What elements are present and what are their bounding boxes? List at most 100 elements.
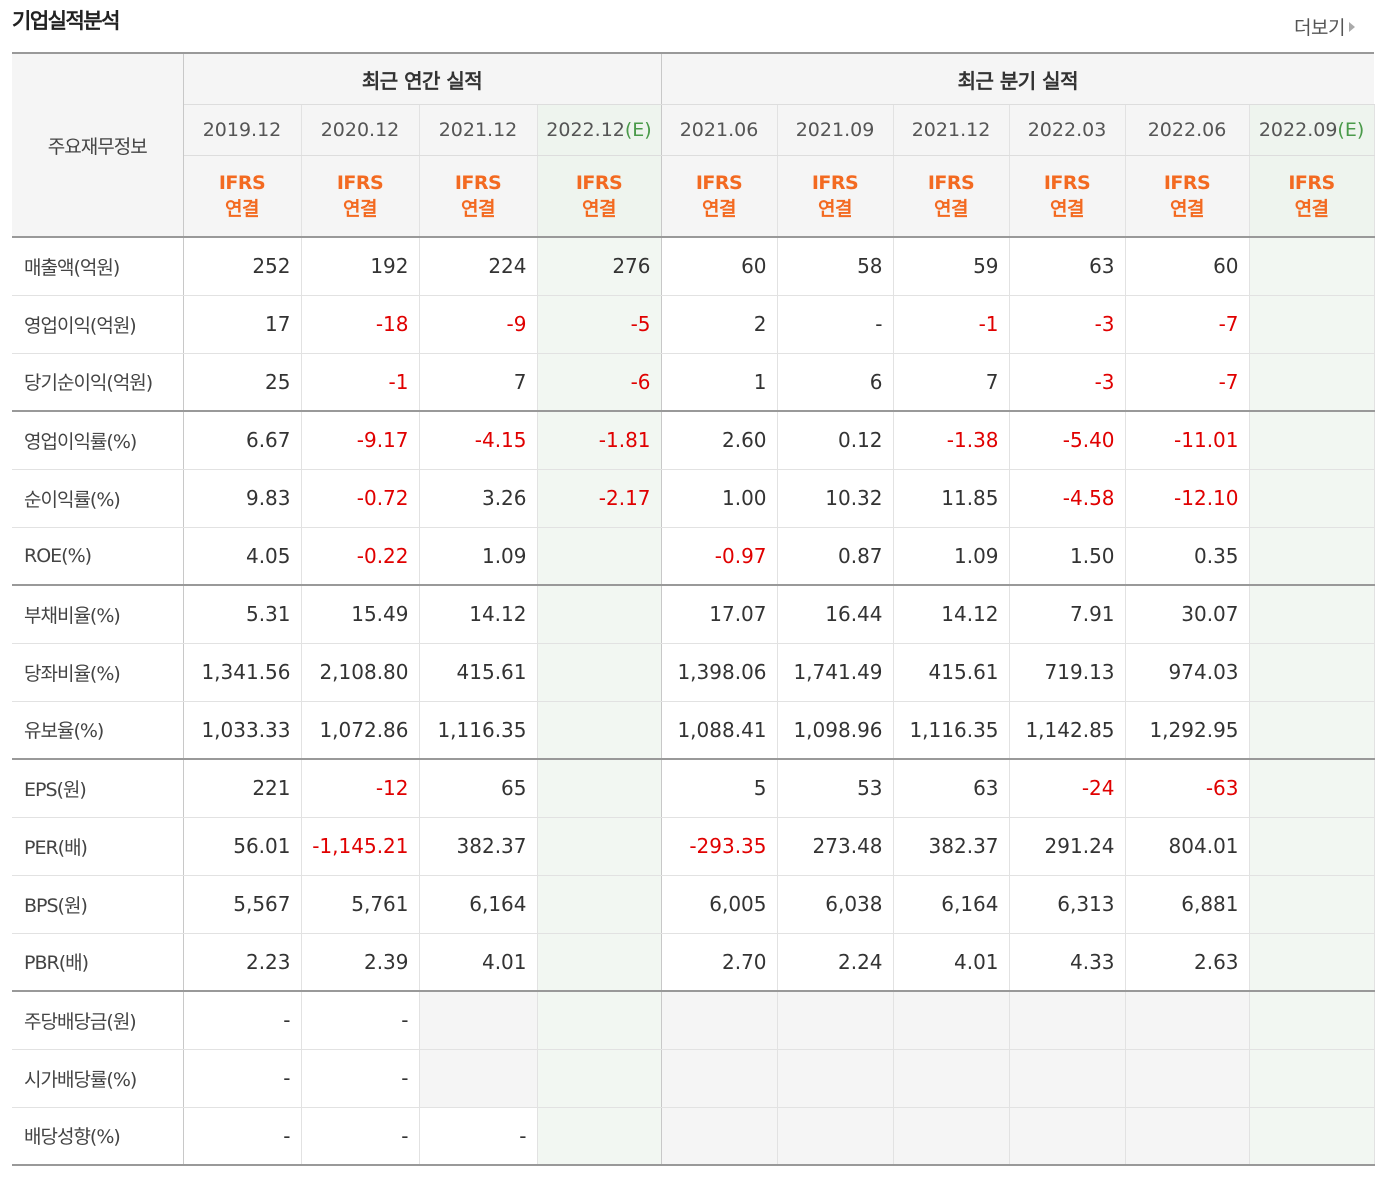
data-cell: -0.72 (301, 469, 420, 528)
data-cell: -9.17 (301, 411, 420, 470)
data-cell: 2.70 (661, 933, 778, 992)
data-cell: 63 (1009, 237, 1126, 296)
data-cell: 2.63 (1125, 933, 1250, 992)
header-annual: 최근 연간 실적 (183, 52, 662, 105)
row-label: 영업이익률(%) (12, 411, 184, 470)
period-date: 2020.12 (320, 119, 400, 141)
period-header: 2021.06 (661, 104, 778, 156)
data-cell (1249, 585, 1375, 644)
data-cell (537, 643, 662, 702)
data-cell: 276 (537, 237, 662, 296)
data-cell: 7.91 (1009, 585, 1126, 644)
data-cell: 1,033.33 (183, 701, 302, 760)
row-label: 순이익률(%) (12, 469, 184, 528)
data-cell: 1,142.85 (1009, 701, 1126, 760)
data-cell (1249, 875, 1375, 934)
period-header: 2021.09 (777, 104, 894, 156)
period-header: 2022.06 (1125, 104, 1250, 156)
data-cell: 53 (777, 759, 894, 818)
more-link[interactable]: 더보기 (1294, 16, 1355, 40)
row-label: 부채비율(%) (12, 585, 184, 644)
data-cell: 60 (1125, 237, 1250, 296)
data-cell (661, 991, 778, 1050)
data-cell: -3 (1009, 295, 1126, 354)
period-date: 2019.12 (202, 119, 282, 141)
ifrs-line1: IFRS (695, 172, 743, 194)
data-cell: -6 (537, 353, 662, 412)
ifrs-line1: IFRS (927, 172, 975, 194)
row-label: 유보율(%) (12, 701, 184, 760)
data-cell: -1,145.21 (301, 817, 420, 876)
header-quarterly: 최근 분기 실적 (661, 52, 1375, 105)
period-date: 2022.12 (546, 119, 625, 141)
data-cell: 16.44 (777, 585, 894, 644)
ifrs-line2: 연결 (702, 198, 736, 220)
data-cell: 4.01 (893, 933, 1010, 992)
data-cell (1249, 759, 1375, 818)
data-cell: 1 (661, 353, 778, 412)
data-cell: 382.37 (419, 817, 538, 876)
period-date: 2021.09 (795, 119, 875, 141)
data-cell (893, 991, 1010, 1050)
data-cell: 252 (183, 237, 302, 296)
data-cell: 6 (777, 353, 894, 412)
data-cell: -7 (1125, 295, 1250, 354)
ifrs-line2: 연결 (343, 198, 377, 220)
data-cell: -0.22 (301, 527, 420, 586)
ifrs-line2: 연결 (461, 198, 495, 220)
period-date: 2021.12 (911, 119, 991, 141)
data-cell (1249, 411, 1375, 470)
data-cell: 192 (301, 237, 420, 296)
data-cell: 1,072.86 (301, 701, 420, 760)
data-cell: 2.24 (777, 933, 894, 992)
table-row: 배당성향(%) - - - (12, 1107, 1375, 1166)
data-cell: 224 (419, 237, 538, 296)
row-label: BPS(원) (12, 875, 184, 934)
data-cell: 56.01 (183, 817, 302, 876)
period-date: 2021.12 (438, 119, 518, 141)
data-cell: 1,098.96 (777, 701, 894, 760)
period-header: 2022.03 (1009, 104, 1126, 156)
table-row: 유보율(%) 1,033.33 1,072.86 1,116.35 1,088.41 1,… (12, 701, 1375, 760)
data-cell: - (183, 1107, 302, 1166)
data-cell: - (301, 1049, 420, 1108)
data-cell (537, 585, 662, 644)
ifrs-badge: IFRS 연결 (893, 155, 1010, 238)
table-row: BPS(원) 5,567 5,761 6,164 6,005 6,038 6,164 6,31… (12, 875, 1375, 934)
row-label: 시가배당률(%) (12, 1049, 184, 1108)
period-date: 2021.06 (679, 119, 759, 141)
row-label: EPS(원) (12, 759, 184, 818)
data-cell: - (183, 1049, 302, 1108)
data-cell: - (419, 1107, 538, 1166)
data-cell: - (301, 991, 420, 1050)
ifrs-badge: IFRS 연결 (777, 155, 894, 238)
ifrs-line1: IFRS (575, 172, 623, 194)
data-cell: -12.10 (1125, 469, 1250, 528)
period-header: 2022.12(E) (537, 104, 662, 156)
ifrs-badge: IFRS 연결 (419, 155, 538, 238)
data-cell: 4.33 (1009, 933, 1126, 992)
ifrs-badge: IFRS 연결 (661, 155, 778, 238)
ifrs-line2: 연결 (1294, 198, 1329, 220)
table-row: 영업이익률(%) 6.67 -9.17 -4.15 -1.81 2.60 0.12 -1.38… (12, 411, 1375, 470)
data-cell: 1,088.41 (661, 701, 778, 760)
data-cell: 59 (893, 237, 1010, 296)
data-cell: 1.09 (893, 527, 1010, 586)
data-cell: -1.81 (537, 411, 662, 470)
data-cell: 974.03 (1125, 643, 1250, 702)
ifrs-line2: 연결 (1170, 198, 1204, 220)
data-cell: 60 (661, 237, 778, 296)
data-cell: 415.61 (893, 643, 1010, 702)
ifrs-line1: IFRS (454, 172, 502, 194)
data-cell: 30.07 (1125, 585, 1250, 644)
section-title: 기업실적분석 (12, 9, 120, 33)
data-cell: 7 (893, 353, 1010, 412)
data-cell (1249, 643, 1375, 702)
data-cell: 291.24 (1009, 817, 1126, 876)
data-cell (537, 991, 662, 1050)
data-cell (537, 817, 662, 876)
data-cell: 1.50 (1009, 527, 1126, 586)
data-cell: 9.83 (183, 469, 302, 528)
data-cell: 11.85 (893, 469, 1010, 528)
ifrs-line1: IFRS (336, 172, 384, 194)
